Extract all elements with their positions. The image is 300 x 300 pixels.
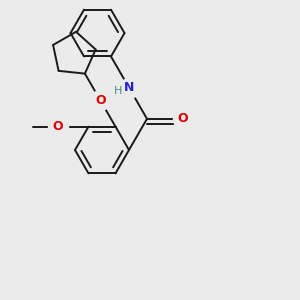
Text: O: O	[178, 112, 188, 125]
Text: H: H	[113, 86, 122, 96]
Text: O: O	[52, 120, 63, 133]
Text: N: N	[124, 81, 134, 94]
Text: O: O	[95, 94, 106, 106]
